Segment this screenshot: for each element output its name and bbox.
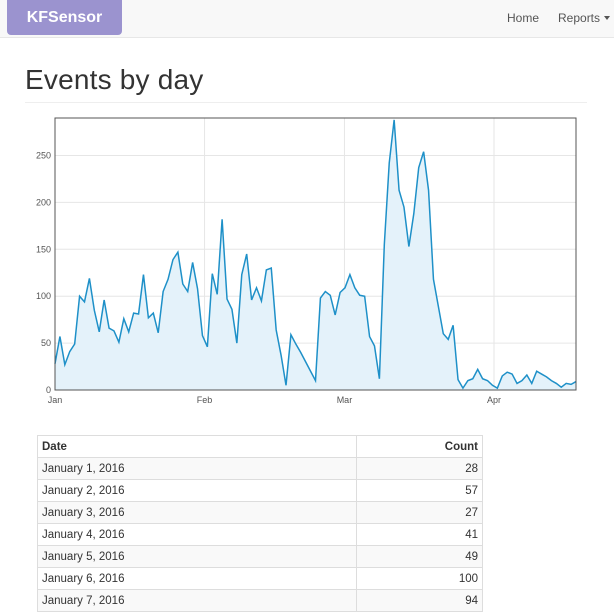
events-line [54, 119, 577, 390]
caret-down-icon [604, 16, 611, 20]
table-row: January 4, 2016 41 [37, 523, 483, 546]
row-date: January 2, 2016 [37, 479, 357, 502]
nav-home-link[interactable]: Home [507, 11, 540, 25]
navbar: KFSensor Home Reports [0, 0, 614, 38]
y-tick-label: 200 [36, 197, 51, 207]
row-count: 57 [356, 479, 483, 502]
y-tick-label: 50 [41, 338, 51, 348]
date-column-header[interactable]: Date [37, 435, 357, 458]
chart-axis-labels: 0 50 100 150 200 250 Jan Feb Mar Apr [36, 151, 501, 405]
brand-link[interactable]: KFSensor [7, 0, 122, 35]
row-count: 49 [356, 545, 483, 568]
row-count: 41 [356, 523, 483, 546]
y-tick-label: 0 [46, 385, 51, 395]
y-tick-label: 250 [36, 151, 51, 161]
row-count: 27 [356, 501, 483, 524]
events-table: Date Count January 1, 2016 28 January 2,… [37, 435, 483, 612]
row-count: 100 [356, 567, 483, 590]
nav-reports-label: Reports [558, 11, 601, 25]
row-date: January 3, 2016 [37, 501, 357, 524]
table-row: January 1, 2016 28 [37, 457, 483, 480]
events-area [55, 119, 576, 390]
table-row: January 2, 2016 57 [37, 479, 483, 502]
events-chart: 0 50 100 150 200 250 Jan Feb Mar Apr [36, 117, 577, 405]
table-header-row: Date Count [37, 435, 483, 458]
x-tick-label: Apr [487, 395, 501, 405]
row-date: January 4, 2016 [37, 523, 357, 546]
table-row: January 3, 2016 27 [37, 501, 483, 524]
row-date: January 6, 2016 [37, 567, 357, 590]
row-count: 94 [356, 589, 483, 612]
table-row: January 7, 2016 94 [37, 589, 483, 612]
row-date: January 5, 2016 [37, 545, 357, 568]
x-tick-label: Feb [197, 395, 213, 405]
y-tick-label: 150 [36, 244, 51, 254]
title-divider [25, 102, 587, 103]
y-tick-label: 100 [36, 291, 51, 301]
x-tick-label: Jan [48, 395, 63, 405]
table-row: January 6, 2016 100 [37, 567, 483, 590]
plot-frame [54, 117, 577, 391]
count-column-header[interactable]: Count [356, 435, 483, 458]
table-row: January 5, 2016 49 [37, 545, 483, 568]
row-date: January 1, 2016 [37, 457, 357, 480]
x-tick-label: Mar [337, 395, 353, 405]
page-title: Events by day [25, 64, 204, 95]
nav-reports-dropdown[interactable]: Reports [558, 11, 611, 25]
row-count: 28 [356, 457, 483, 480]
row-date: January 7, 2016 [37, 589, 357, 612]
